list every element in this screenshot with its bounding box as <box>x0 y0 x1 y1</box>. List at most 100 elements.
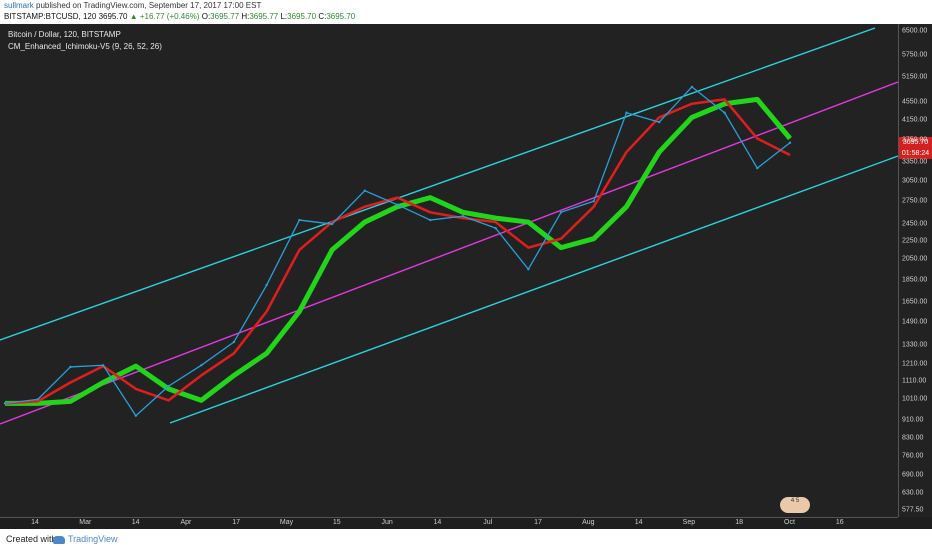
tradingview-cloud-icon <box>53 535 65 544</box>
price-axis-label: 1490.00 <box>902 318 928 326</box>
price-axis-label: 1110.00 <box>902 377 927 385</box>
price-axis-label: 3350.00 <box>902 158 928 166</box>
time-axis-label: 17 <box>534 519 542 526</box>
last-price: 3695.70 <box>98 12 128 21</box>
price-axis-label: 577.50 <box>902 506 924 514</box>
low-label: L: <box>280 12 288 21</box>
price-point <box>723 111 726 114</box>
price-axis-label: 830.00 <box>902 434 924 442</box>
price-axis-label: 760.00 <box>902 452 924 460</box>
bar-countdown: 01:58:24 <box>901 150 930 157</box>
price-point <box>265 283 268 287</box>
price-axis-label: 4150.00 <box>902 116 928 124</box>
time-axis-label: Mar <box>79 519 92 526</box>
time-axis-label: 14 <box>31 519 39 526</box>
price-axis-label: 6500.00 <box>902 27 928 35</box>
price-point <box>36 398 39 401</box>
price-axis[interactable] <box>898 24 932 517</box>
price-axis-label: 3750.00 <box>902 136 928 144</box>
time-axis-label: 17 <box>232 519 241 526</box>
price-point <box>592 200 595 203</box>
price-point <box>657 120 661 124</box>
author-link[interactable]: sullmark <box>4 1 34 10</box>
price-axis-label: 4550.00 <box>902 98 928 106</box>
publish-info: sullmark published on TradingView.com, S… <box>4 1 261 10</box>
channel-lower-line[interactable] <box>169 155 899 424</box>
time-axis[interactable] <box>0 517 898 530</box>
price-axis-label: 1650.00 <box>902 298 928 306</box>
price-point <box>625 111 628 114</box>
price-point <box>101 364 105 367</box>
time-axis-label: Jun <box>381 519 393 526</box>
tradingview-brand: TradingView <box>68 534 118 544</box>
price-axis-label: 2450.00 <box>902 220 928 228</box>
time-axis-label: May <box>279 519 294 526</box>
channel-upper-line[interactable] <box>0 27 876 341</box>
price-axis-label: 1210.00 <box>902 360 928 368</box>
price-point <box>494 226 497 230</box>
publish-header: sullmark published on TradingView.com, S… <box>0 0 932 24</box>
up-triangle-icon: ▲ <box>129 12 138 21</box>
ichimoku-cloud-red <box>4 98 791 405</box>
chart-legend-title: Bitcoin / Dollar, 120, BITSTAMP <box>8 30 121 39</box>
time-axis-label: Aug <box>582 519 595 526</box>
price-axis-label: 910.00 <box>902 416 924 424</box>
price-point <box>527 268 530 271</box>
price-point <box>3 402 7 405</box>
close-value: 3695.70 <box>326 12 356 21</box>
price-axis-label: 5750.00 <box>902 51 928 59</box>
time-axis-label: 16 <box>835 519 844 526</box>
price-point <box>69 365 72 369</box>
price-point <box>200 364 203 367</box>
time-axis-label: 14 <box>131 519 140 526</box>
price-point <box>559 211 563 214</box>
high-label: H: <box>241 12 250 21</box>
open-value: 3695.77 <box>210 12 240 21</box>
time-axis-label: 14 <box>634 519 643 526</box>
time-axis-label: Sep <box>682 519 696 526</box>
indicator-legend[interactable]: CM_Enhanced_Ichimoku-V5 (9, 26, 52, 26) <box>8 42 162 51</box>
time-axis-label: Jul <box>483 519 493 526</box>
channel-mid-line[interactable] <box>0 81 899 425</box>
price-axis-label: 5150.00 <box>902 73 928 81</box>
open-label: O: <box>201 12 211 21</box>
price-point <box>298 218 301 222</box>
price-point <box>461 214 465 218</box>
ichimoku-cloud-green <box>5 96 792 406</box>
price-point <box>167 384 170 388</box>
price-axis-label: 630.00 <box>902 489 924 497</box>
symbol-line: BITSTAMP:BTCUSD, 120 <box>4 12 97 21</box>
current-price-value: 3695.70 <box>902 139 929 146</box>
time-axis-label: 18 <box>735 519 744 526</box>
high-value: 3695.77 <box>249 12 279 21</box>
low-value: 3695.70 <box>287 12 317 21</box>
price-point <box>363 189 366 192</box>
price-point <box>429 218 432 222</box>
footer <box>0 529 932 550</box>
axis-corner <box>898 517 932 529</box>
time-axis-label: Oct <box>784 519 795 526</box>
time-axis-label: 14 <box>433 519 442 526</box>
time-axis-label: Apr <box>180 519 192 526</box>
price-point <box>330 222 334 226</box>
price-axis-label: 2050.00 <box>902 255 928 263</box>
price-axis-label: 1330.00 <box>902 341 928 349</box>
price-point <box>396 203 399 207</box>
price-axis-label: 1010.00 <box>902 395 928 403</box>
price-axis-label: 2750.00 <box>902 197 928 205</box>
price-point <box>690 85 694 89</box>
events-badge[interactable]: 4 5 <box>780 497 810 513</box>
time-axis-label: 15 <box>332 519 341 526</box>
price-axis-label: 3050.00 <box>902 177 928 185</box>
created-with-text: Created with <box>6 534 57 544</box>
price-axis-label: 690.00 <box>902 471 924 479</box>
price-change: +16.77 (+0.46%) <box>139 12 200 21</box>
price-point <box>134 414 138 417</box>
price-point <box>788 141 792 144</box>
close-label: C: <box>318 12 327 21</box>
price-axis-label: 1850.00 <box>902 276 928 284</box>
tradingview-logo[interactable]: TradingView <box>53 534 118 544</box>
price-point <box>756 166 759 170</box>
chart-pane[interactable] <box>0 24 898 517</box>
